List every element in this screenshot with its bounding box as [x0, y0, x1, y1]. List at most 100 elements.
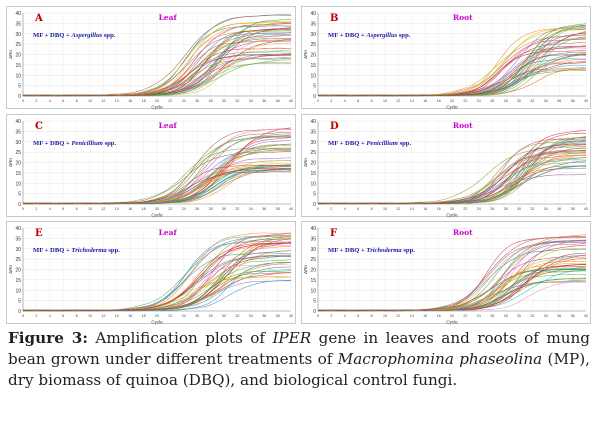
x-tick-label: 40: [289, 207, 293, 211]
x-tick-label: 40: [289, 99, 293, 103]
x-tick-label: 40: [289, 314, 293, 318]
x-tick-label: 26: [490, 314, 494, 318]
y-tick-label: 25: [15, 150, 21, 156]
x-tick-label: 34: [249, 207, 253, 211]
x-tick-label: 32: [235, 99, 239, 103]
y-tick-label: 30: [310, 140, 316, 146]
x-tick-label: 36: [557, 99, 561, 103]
x-tick-label: 36: [262, 314, 266, 318]
x-tick-label: 40: [584, 207, 588, 211]
x-tick-label: 26: [195, 99, 199, 103]
x-tick-label: 28: [209, 314, 213, 318]
x-tick-label: 20: [155, 99, 159, 103]
x-tick-label: 24: [182, 99, 186, 103]
x-tick-label: 36: [262, 207, 266, 211]
y-tick-label: 25: [310, 42, 316, 48]
x-tick-label: 34: [544, 99, 548, 103]
figure-caption: Figure 3: Amplification plots of IPER ge…: [8, 328, 590, 391]
x-tick-label: 2: [35, 207, 37, 211]
x-tick-label: 34: [544, 314, 548, 318]
x-tick-label: 8: [76, 99, 78, 103]
x-tick-label: 24: [182, 314, 186, 318]
y-tick-label: 35: [310, 21, 316, 27]
x-tick-label: 24: [477, 314, 481, 318]
amplification-curve: [23, 266, 291, 312]
y-tick-label: 5: [18, 192, 21, 198]
panel-C: 0 5 10 15 20 25 30 35 40 0 2 4 6 8 10 12 14 16 18 20 22 24 26 2…: [6, 114, 296, 218]
x-tick-label: 0: [22, 314, 24, 318]
panel-letter: B: [330, 13, 338, 24]
y-tick-label: 35: [15, 236, 21, 242]
treatment-label: MF + DBQ + Penicillium spp.: [328, 140, 411, 147]
x-tick-label: 8: [76, 207, 78, 211]
x-tick-label: 4: [49, 207, 51, 211]
x-tick-label: 28: [504, 207, 508, 211]
x-tick-label: 24: [477, 207, 481, 211]
x-tick-label: 14: [410, 99, 414, 103]
y-tick-label: 10: [15, 73, 21, 79]
caption-text-2: gene in leaves and roots of mung bean gr…: [8, 329, 591, 368]
y-tick-label: 20: [15, 53, 21, 59]
x-axis-label: Cycle: [446, 320, 458, 325]
x-tick-label: 2: [330, 314, 332, 318]
x-tick-label: 34: [249, 99, 253, 103]
x-tick-label: 38: [571, 207, 575, 211]
tissue-label: Root: [453, 121, 473, 130]
y-axis-label: ΔRn: [303, 265, 308, 274]
treatment-label: MF + DBQ + Aspergillus spp.: [33, 32, 116, 39]
y-tick-label: 30: [15, 32, 21, 38]
x-tick-label: 10: [88, 314, 92, 318]
x-tick-label: 30: [517, 314, 521, 318]
y-tick-label: 15: [15, 171, 21, 177]
panel-D: 0 5 10 15 20 25 30 35 40 0 2 4 6 8 10 12 14 16 18 20 22 24 26 2…: [301, 114, 591, 218]
tissue-label: Leaf: [159, 121, 178, 130]
x-tick-label: 28: [209, 207, 213, 211]
x-tick-label: 14: [410, 207, 414, 211]
x-axis-label: Cycle: [446, 105, 458, 110]
y-tick-label: 40: [15, 119, 21, 125]
x-tick-label: 0: [22, 207, 24, 211]
x-tick-label: 26: [195, 314, 199, 318]
x-tick-label: 12: [101, 99, 105, 103]
x-tick-label: 32: [530, 314, 534, 318]
x-tick-label: 32: [530, 207, 534, 211]
y-tick-label: 5: [313, 192, 316, 198]
x-tick-label: 22: [168, 207, 172, 211]
amplification-curve: [318, 235, 587, 312]
y-axis-label: ΔRn: [8, 50, 13, 59]
caption-text-1: Amplification plots of: [87, 329, 273, 347]
panel-E: 0 5 10 15 20 25 30 35 40 0 2 4 6 8 10 12 14 16 18 20 22 24 26 2…: [6, 221, 296, 325]
y-tick-label: 20: [15, 268, 21, 274]
x-tick-label: 10: [88, 207, 92, 211]
x-tick-label: 16: [423, 99, 427, 103]
y-axis-label: ΔRn: [303, 50, 308, 59]
x-tick-label: 4: [49, 314, 51, 318]
x-tick-label: 40: [584, 314, 588, 318]
y-tick-label: 30: [15, 247, 21, 253]
y-tick-label: 0: [18, 94, 21, 100]
tissue-label: Root: [453, 228, 473, 237]
y-tick-label: 5: [18, 84, 21, 90]
x-tick-label: 32: [235, 314, 239, 318]
y-tick-label: 35: [310, 236, 316, 242]
x-tick-label: 26: [490, 207, 494, 211]
caption-species: Macrophomina phaseolina: [337, 350, 543, 368]
x-tick-label: 16: [128, 99, 132, 103]
treatment-label: MF + DBQ + Trichoderma spp.: [33, 247, 120, 254]
y-tick-label: 35: [15, 21, 21, 27]
y-tick-label: 5: [313, 84, 316, 90]
y-tick-label: 40: [310, 119, 316, 125]
x-tick-label: 10: [383, 99, 387, 103]
x-tick-label: 10: [383, 207, 387, 211]
x-axis-label: Cycle: [151, 320, 163, 325]
x-tick-label: 14: [115, 314, 119, 318]
y-tick-label: 30: [310, 247, 316, 253]
x-tick-label: 2: [330, 99, 332, 103]
x-tick-label: 30: [517, 207, 521, 211]
y-tick-label: 25: [15, 257, 21, 263]
x-tick-label: 6: [62, 314, 64, 318]
x-tick-label: 16: [423, 314, 427, 318]
y-axis-label: ΔRn: [8, 265, 13, 274]
